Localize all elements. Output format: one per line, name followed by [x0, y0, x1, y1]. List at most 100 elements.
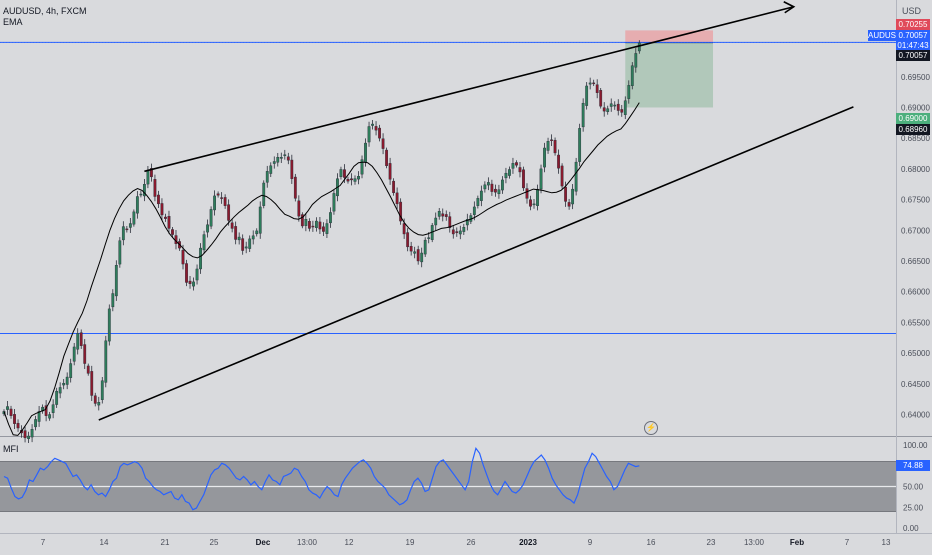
time-axis-tick: 2023 [519, 538, 537, 547]
candle-body [515, 162, 518, 166]
candle-body [314, 220, 318, 228]
candle-body [476, 198, 480, 206]
candle-body [550, 139, 553, 141]
candle-body [462, 227, 466, 232]
candle-body [371, 123, 374, 126]
time-axis-tick: 16 [647, 538, 656, 547]
candle-body [276, 157, 280, 163]
price-axis-tick: 0.67000 [901, 226, 930, 235]
candle-body [606, 108, 610, 112]
candle-body [202, 234, 206, 251]
candle-body [318, 221, 322, 230]
candle-body [244, 246, 248, 249]
candle-body [55, 390, 59, 405]
candle-body [595, 84, 599, 93]
mfi-axis-tick: 25.00 [903, 503, 924, 512]
candle-body [325, 223, 329, 234]
candle-body [455, 231, 459, 233]
candle-body [486, 182, 490, 186]
candle-body [501, 179, 504, 191]
candle-body [434, 217, 438, 226]
candle-body [311, 225, 315, 228]
candle-body [634, 53, 638, 68]
candle-body [304, 219, 308, 226]
candle-body [343, 169, 346, 178]
candle-body [423, 239, 427, 255]
candle-body [111, 293, 115, 308]
candle-body [76, 333, 80, 350]
candle-body [97, 402, 101, 406]
stop-price-tag: 0.69000 [896, 113, 930, 124]
candle-body [216, 193, 220, 196]
candle-body [451, 229, 455, 235]
mfi-value-tag: 74.88 [896, 460, 930, 471]
candle-body [553, 139, 557, 154]
symbol-price-tag: AUDUSD [868, 30, 902, 41]
time-axis-tick: 13:00 [297, 538, 318, 547]
candle-body [364, 142, 367, 163]
candle-body [142, 184, 146, 197]
price-axis-tick: 0.67500 [901, 196, 930, 205]
candle-body [504, 172, 508, 179]
candle-body [420, 252, 424, 263]
candle-body [332, 193, 336, 212]
candle-body [132, 211, 136, 225]
candle-body [34, 419, 37, 428]
candle-body [307, 221, 311, 229]
symbol-legend[interactable]: AUDUSD, 4h, FXCM [3, 6, 87, 16]
time-axis-tick: 12 [345, 538, 354, 547]
candle-body [525, 188, 529, 199]
candle-body [72, 346, 76, 362]
candle-body [322, 226, 325, 232]
candle-body [511, 163, 515, 169]
candle-body [360, 159, 364, 175]
replay-icon[interactable]: ⚡ [644, 421, 658, 435]
candle-body [367, 126, 371, 143]
candle-body [508, 169, 511, 176]
candle-body [350, 178, 353, 181]
candle-body [86, 365, 90, 374]
trendline-upper [144, 5, 794, 173]
candle-body [588, 82, 592, 85]
candle-body [518, 167, 522, 173]
candle-body [623, 100, 627, 115]
price-axis-tick: 0.69000 [901, 103, 930, 112]
candle-body [297, 200, 301, 217]
time-axis-tick: 23 [707, 538, 716, 547]
candle-body [385, 149, 388, 167]
candle-body [153, 179, 157, 197]
candle-body [51, 404, 55, 413]
candle-body [293, 176, 297, 199]
ema-price-tag: 0.68960 [896, 124, 930, 135]
stop-loss-zone [625, 30, 714, 43]
candle-body [490, 183, 494, 192]
candle-body [279, 157, 283, 159]
candle-body [522, 169, 525, 189]
mfi-legend[interactable]: MFI [3, 444, 19, 454]
time-axis-tick: 19 [406, 538, 415, 547]
candle-body [146, 169, 150, 185]
take-profit-zone [625, 42, 714, 108]
candle-body [125, 228, 129, 231]
candle-body [185, 263, 188, 283]
candle-body [27, 435, 30, 439]
candle-body [388, 163, 392, 180]
ema-legend[interactable]: EMA [3, 17, 23, 27]
candle-body [227, 204, 231, 221]
price-axis-tick: 0.68500 [901, 134, 930, 143]
candle-body [209, 209, 213, 227]
candle-body [65, 376, 69, 385]
candle-body [357, 176, 360, 180]
time-axis-tick: Feb [790, 538, 804, 547]
time-axis-tick: 9 [588, 538, 593, 547]
candle-body [329, 212, 332, 224]
candle-body [609, 103, 613, 107]
candle-body [237, 236, 241, 241]
candle-body [448, 216, 452, 229]
candle-body [574, 161, 578, 192]
mfi-axis-tick: 0.00 [903, 524, 919, 533]
candle-body [494, 188, 497, 193]
